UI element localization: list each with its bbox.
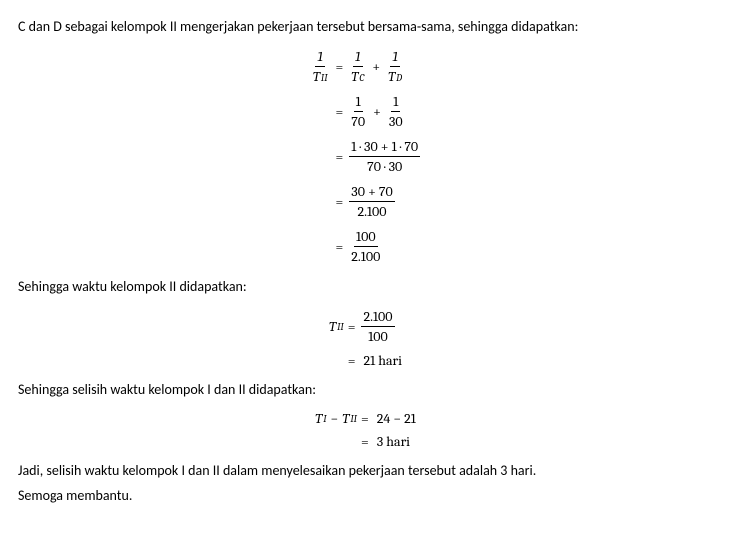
eq6-num: 2.100 (361, 307, 394, 327)
eq1-r2-num: 1 (390, 47, 400, 67)
eq6-sub: II (337, 321, 344, 333)
eq1-eq: = (336, 58, 344, 75)
eq3-eq: = (336, 148, 344, 165)
eq5-eq: = (336, 238, 344, 255)
eq8-T2: T (342, 410, 349, 427)
equation-block-2: TII = 2.100 100 = 21 hari (18, 301, 713, 375)
eq1-r2-den-T: T (388, 68, 395, 85)
eq7-val: 21 hari (363, 352, 402, 369)
eq9-val: 3 hari (377, 433, 410, 450)
eq3-num: 1 · 30 + 1 · 70 (349, 137, 420, 157)
eq4-eq: = (336, 193, 344, 210)
eq7-eq: = (348, 352, 356, 369)
eq3-den: 70 · 30 (365, 157, 404, 176)
eq5-den: 2.100 (349, 247, 382, 266)
eq2-f2-num: 1 (391, 92, 400, 112)
eq5-num: 100 (354, 227, 378, 247)
eq2-f2-den: 30 (387, 112, 405, 131)
eq1-lhs-den-sub: II (321, 72, 328, 84)
eq8-eq: = (361, 410, 369, 427)
equation-block-3: TI − TII = 24 − 21 = 3 hari (18, 404, 713, 456)
eq4-num: 30 + 70 (349, 182, 394, 202)
paragraph-intro: C dan D sebagai kelompok II mengerjakan … (18, 16, 713, 37)
eq6-T: T (329, 318, 336, 335)
eq1-lhs-num: 1 (315, 47, 325, 67)
eq1-r1-den-sub: C (359, 72, 364, 84)
eq8-rhs: 24 − 21 (377, 410, 416, 427)
eq6-den: 100 (366, 327, 390, 346)
eq1-plus: + (372, 58, 380, 75)
eq2-f1-den: 70 (349, 112, 367, 131)
eq8-sub1: I (323, 413, 326, 425)
paragraph-3: Sehingga selisih waktu kelompok I dan II… (18, 379, 713, 400)
equation-block-1: 1 TII = 1 TC + 1 TD = 1 70 + (18, 41, 713, 272)
paragraph-5: Semoga membantu. (18, 485, 713, 506)
eq1-r1-den-T: T (351, 68, 358, 85)
eq8-T1: T (315, 410, 322, 427)
eq2-eq: = (336, 103, 344, 120)
eq2-f1-num: 1 (354, 92, 363, 112)
eq6-eq: = (348, 318, 356, 335)
eq8-sub2: II (350, 413, 357, 425)
eq4-den: 2.100 (355, 202, 388, 221)
eq1-r1-num: 1 (353, 47, 363, 67)
eq8-minus: − (331, 410, 339, 427)
paragraph-2: Sehingga waktu kelompok II didapatkan: (18, 276, 713, 297)
eq1-lhs-den-T: T (313, 68, 320, 85)
eq1-r2-den-sub: D (396, 72, 402, 84)
eq2-plus: + (373, 103, 381, 120)
paragraph-4: Jadi, selisih waktu kelompok I dan II da… (18, 460, 713, 481)
eq9-eq: = (361, 433, 369, 450)
